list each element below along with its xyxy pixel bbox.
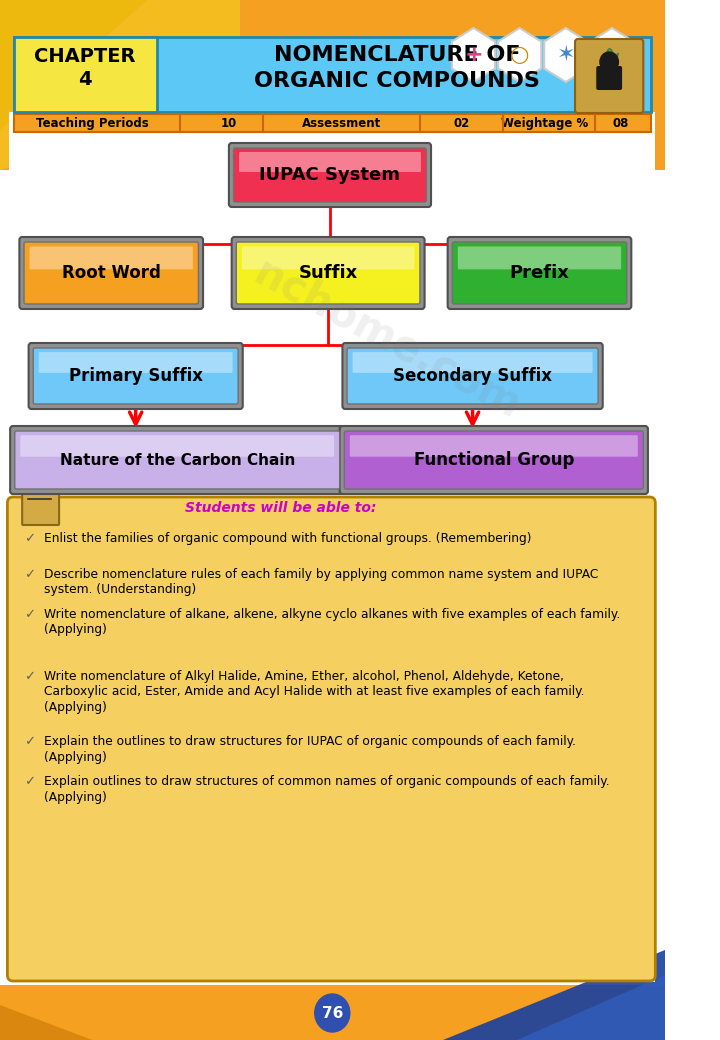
FancyBboxPatch shape — [39, 353, 233, 373]
Text: (Applying): (Applying) — [45, 701, 107, 714]
Polygon shape — [517, 976, 665, 1040]
Circle shape — [315, 994, 350, 1032]
FancyBboxPatch shape — [575, 40, 644, 113]
Text: 08: 08 — [612, 116, 629, 130]
FancyBboxPatch shape — [10, 426, 344, 494]
Text: 10: 10 — [221, 116, 237, 130]
Text: ✓: ✓ — [24, 568, 35, 581]
Text: Root Word: Root Word — [62, 264, 161, 282]
Text: Suffix: Suffix — [299, 264, 358, 282]
FancyBboxPatch shape — [350, 436, 638, 457]
FancyBboxPatch shape — [452, 242, 626, 304]
Text: Enlist the families of organic compound with functional groups. (Remembering): Enlist the families of organic compound … — [45, 532, 532, 545]
FancyBboxPatch shape — [458, 246, 621, 269]
FancyBboxPatch shape — [448, 237, 631, 309]
Polygon shape — [0, 0, 240, 170]
Text: Prefix: Prefix — [510, 264, 570, 282]
FancyBboxPatch shape — [242, 246, 415, 269]
FancyBboxPatch shape — [232, 237, 425, 309]
Text: system. (Understanding): system. (Understanding) — [45, 583, 197, 597]
FancyBboxPatch shape — [353, 353, 593, 373]
Text: ∿: ∿ — [603, 45, 621, 66]
Text: (Applying): (Applying) — [45, 751, 107, 763]
Text: Nature of the Carbon Chain: Nature of the Carbon Chain — [60, 452, 295, 468]
Text: (Applying): (Applying) — [45, 624, 107, 636]
FancyBboxPatch shape — [19, 237, 203, 309]
FancyBboxPatch shape — [24, 242, 199, 304]
FancyBboxPatch shape — [233, 148, 426, 202]
Text: Teaching Periods: Teaching Periods — [36, 116, 148, 130]
FancyBboxPatch shape — [14, 114, 651, 132]
Text: ✓: ✓ — [24, 775, 35, 788]
FancyBboxPatch shape — [347, 348, 598, 404]
FancyBboxPatch shape — [344, 431, 644, 489]
FancyBboxPatch shape — [343, 343, 603, 409]
FancyBboxPatch shape — [239, 152, 421, 172]
Text: +: + — [464, 45, 483, 66]
Polygon shape — [0, 0, 148, 130]
Text: Functional Group: Functional Group — [413, 451, 574, 469]
Text: (Applying): (Applying) — [45, 790, 107, 804]
Text: Write nomenclature of alkane, alkene, alkyne cyclo alkanes with five examples of: Write nomenclature of alkane, alkene, al… — [45, 608, 621, 621]
Text: nchome.com: nchome.com — [247, 252, 528, 428]
FancyBboxPatch shape — [30, 246, 193, 269]
FancyBboxPatch shape — [9, 112, 655, 982]
FancyBboxPatch shape — [33, 348, 238, 404]
Polygon shape — [0, 0, 665, 170]
FancyBboxPatch shape — [7, 497, 655, 981]
FancyBboxPatch shape — [20, 436, 334, 457]
FancyBboxPatch shape — [236, 242, 420, 304]
FancyBboxPatch shape — [596, 66, 622, 90]
Text: Explain outlines to draw structures of common names of organic compounds of each: Explain outlines to draw structures of c… — [45, 775, 610, 788]
Text: ○: ○ — [510, 45, 529, 66]
Text: 02: 02 — [454, 116, 469, 130]
Text: IUPAC System: IUPAC System — [259, 166, 400, 184]
Text: ✓: ✓ — [24, 532, 35, 545]
Text: Explain the outlines to draw structures for IUPAC of organic compounds of each f: Explain the outlines to draw structures … — [45, 735, 576, 748]
FancyBboxPatch shape — [22, 477, 59, 525]
Text: ✶: ✶ — [557, 45, 575, 66]
Text: Weightage %: Weightage % — [501, 116, 588, 130]
Text: Primary Suffix: Primary Suffix — [68, 367, 202, 385]
Text: Describe nomenclature rules of each family by applying common name system and IU: Describe nomenclature rules of each fami… — [45, 568, 598, 581]
Text: Secondary Suffix: Secondary Suffix — [393, 367, 552, 385]
FancyBboxPatch shape — [14, 37, 651, 112]
Polygon shape — [0, 1005, 92, 1040]
Text: Carboxylic acid, Ester, Amide and Acyl Halide with at least five examples of eac: Carboxylic acid, Ester, Amide and Acyl H… — [45, 685, 585, 699]
Circle shape — [600, 52, 618, 72]
FancyBboxPatch shape — [229, 144, 431, 207]
Text: NOMENCLATURE OF
ORGANIC COMPOUNDS: NOMENCLATURE OF ORGANIC COMPOUNDS — [254, 45, 540, 92]
Text: Students will be able to:: Students will be able to: — [184, 501, 376, 515]
Text: ✓: ✓ — [24, 608, 35, 621]
Text: Assessment: Assessment — [302, 116, 381, 130]
Text: ✓: ✓ — [24, 735, 35, 748]
Text: CHAPTER
4: CHAPTER 4 — [34, 47, 135, 89]
FancyBboxPatch shape — [340, 426, 648, 494]
FancyBboxPatch shape — [0, 985, 665, 1040]
FancyBboxPatch shape — [15, 431, 340, 489]
Polygon shape — [443, 950, 665, 1040]
Text: 76: 76 — [322, 1006, 343, 1020]
Text: Write nomenclature of Alkyl Halide, Amine, Ether, alcohol, Phenol, Aldehyde, Ket: Write nomenclature of Alkyl Halide, Amin… — [45, 670, 564, 683]
FancyBboxPatch shape — [29, 343, 243, 409]
Text: ✓: ✓ — [24, 670, 35, 683]
FancyBboxPatch shape — [14, 37, 157, 112]
